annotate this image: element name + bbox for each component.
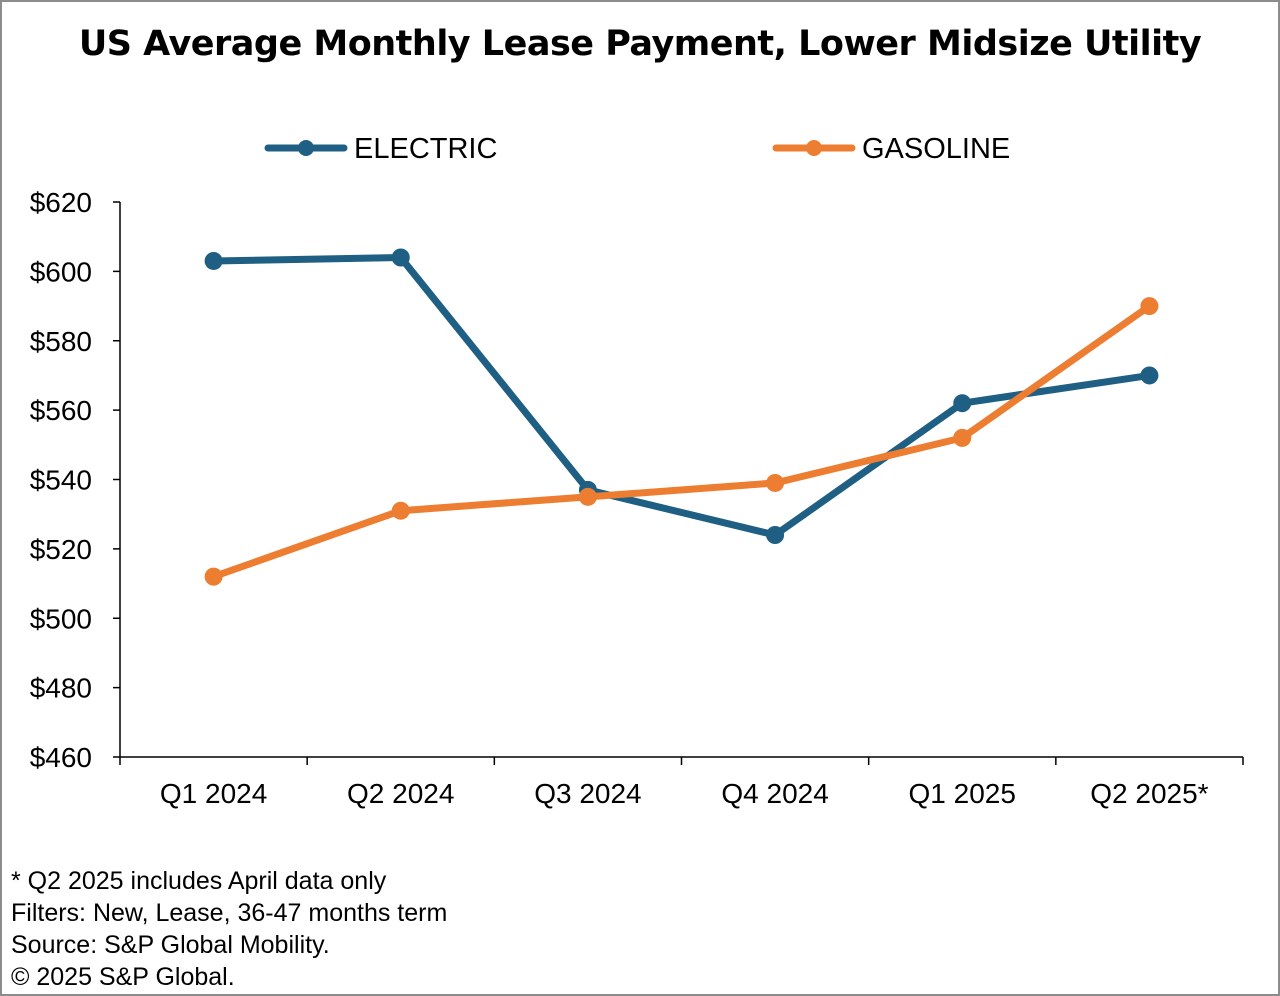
footnotes: * Q2 2025 includes April data only Filte…: [11, 865, 447, 993]
legend-label-electric: ELECTRIC: [354, 133, 497, 165]
footnote-q2-note: * Q2 2025 includes April data only: [11, 867, 387, 895]
series-line-gasoline: [210, 302, 1153, 581]
chart-title: US Average Monthly Lease Payment, Lower …: [78, 24, 1202, 64]
footnote-copyright: © 2025 S&P Global.: [11, 963, 235, 991]
x-tick-label: Q1 2024: [160, 778, 267, 809]
axes: $460 $480 $500 $520 $540 $560 $580 $600 $620 Q1 2…: [30, 187, 1244, 809]
data-point-gasoline: [766, 473, 785, 492]
y-tick-label: $580: [30, 326, 92, 357]
y-tick-label: $540: [30, 465, 92, 496]
legend-label-gasoline: GASOLINE: [862, 133, 1010, 165]
x-tick-label: Q4 2024: [721, 778, 828, 809]
x-tick-label: Q1 2025: [909, 778, 1016, 809]
data-point-gasoline: [204, 567, 223, 586]
data-point-electric: [953, 394, 972, 413]
data-point-gasoline: [578, 487, 597, 506]
data-point-electric: [1140, 366, 1159, 385]
y-tick-label: $480: [30, 673, 92, 704]
data-point-gasoline: [391, 501, 410, 520]
y-tick-label: $600: [30, 256, 92, 287]
series-layer: [204, 248, 1159, 586]
data-point-electric: [204, 251, 223, 270]
x-tick-label: Q2 2024: [347, 778, 454, 809]
legend: ELECTRIC GASOLINE: [264, 133, 1010, 165]
y-tick-label: $500: [30, 603, 92, 634]
y-tick-label: $560: [30, 395, 92, 426]
y-tick-label: $460: [30, 742, 92, 773]
legend-marker-gasoline: [806, 140, 822, 156]
x-tick-label: Q3 2024: [534, 778, 641, 809]
series-line-electric: [210, 254, 1153, 539]
data-point-electric: [391, 248, 410, 267]
data-point-gasoline: [1140, 297, 1159, 316]
footnote-source: Source: S&P Global Mobility.: [11, 931, 330, 959]
footnote-filters: Filters: New, Lease, 36-47 months term: [11, 899, 448, 927]
x-tick-label: Q2 2025*: [1090, 778, 1208, 809]
y-tick-label: $520: [30, 534, 92, 565]
line-chart: ELECTRIC GASOLINE $460 $480 $500 $520 $540 $56…: [30, 133, 1244, 809]
data-point-electric: [766, 526, 785, 544]
y-tick-label: $620: [30, 187, 92, 218]
data-point-gasoline: [953, 428, 972, 447]
legend-marker-electric: [298, 140, 314, 156]
